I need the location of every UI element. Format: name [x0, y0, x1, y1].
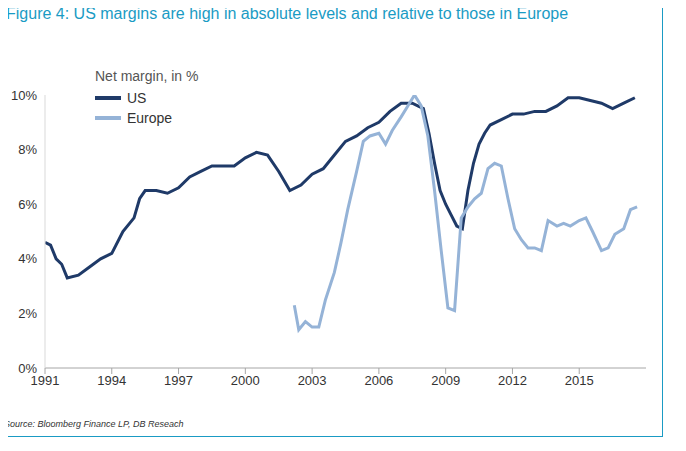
svg-text:2006: 2006 — [364, 373, 393, 388]
svg-text:1991: 1991 — [30, 373, 60, 389]
svg-text:2012: 2012 — [498, 373, 527, 388]
svg-text:4%: 4% — [18, 251, 37, 266]
html-text:Figure 4: US margins are high: Figure 4: US margins are high in absolut… — [6, 5, 569, 22]
svg-text:0%: 0% — [18, 361, 37, 376]
svg-text:2%: 2% — [18, 306, 37, 321]
html-text:Net margin, in %: Net margin, in % — [95, 68, 199, 84]
html-text:US: US — [127, 90, 147, 106]
svg-text:1997: 1997 — [164, 373, 193, 388]
svg-text:2003: 2003 — [298, 373, 327, 388]
svg-text:2000: 2000 — [231, 373, 260, 388]
svg-text:1994: 1994 — [97, 373, 126, 388]
svg-text:10%: 10% — [11, 88, 37, 103]
html-text:Europe: Europe — [127, 110, 173, 126]
svg-text:2015: 2015 — [565, 373, 594, 388]
svg-text:8%: 8% — [18, 142, 37, 157]
svg-text:2009: 2009 — [431, 373, 460, 388]
svg-text:6%: 6% — [18, 197, 37, 212]
html-text:Source: Bloomberg Finance LP,: Source: Bloomberg Finance LP, DB Reseach — [4, 419, 184, 429]
